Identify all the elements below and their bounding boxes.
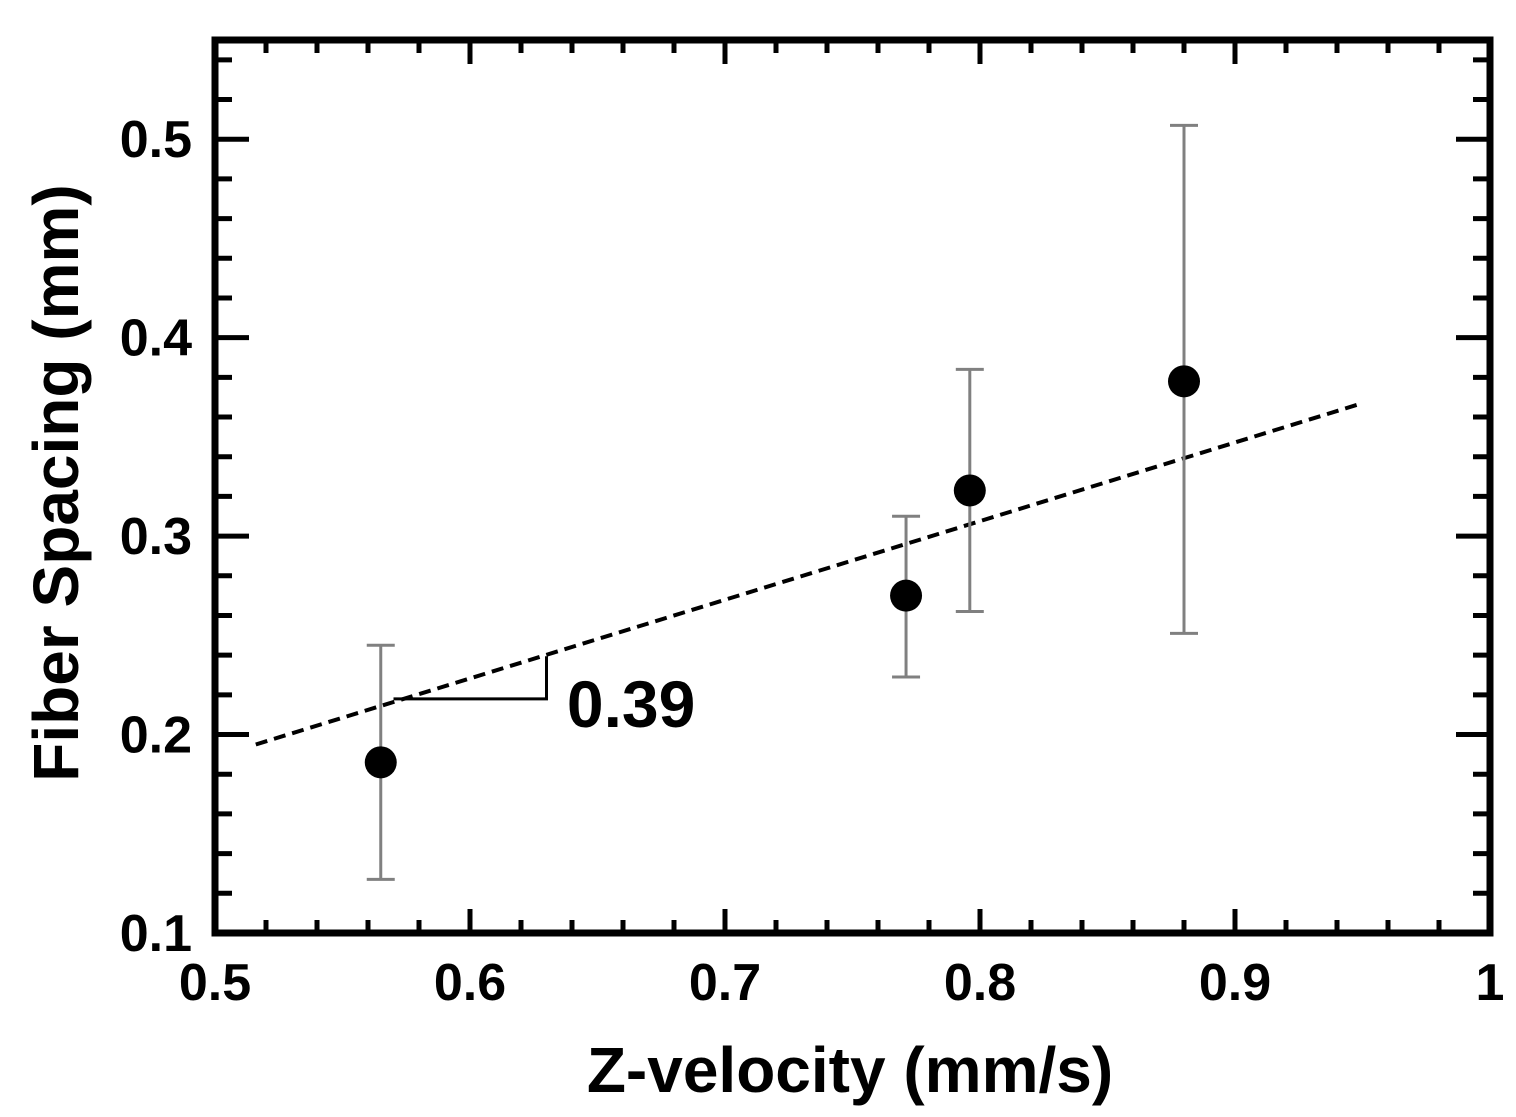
x-tick-label: 0.5	[179, 954, 251, 1012]
annotation-group: 0.39	[393, 656, 695, 741]
y-tick-label: 0.4	[120, 310, 192, 368]
data-point	[1168, 365, 1200, 398]
slope-label: 0.39	[567, 667, 695, 741]
y-axis-title: Fiber Spacing (mm)	[20, 184, 92, 781]
x-axis-title: Z-velocity (mm/s)	[587, 1034, 1113, 1106]
fit-line-group	[255, 401, 1364, 747]
x-tick-label: 0.9	[1199, 954, 1271, 1012]
x-tick-label: 1	[1476, 954, 1505, 1012]
plot-frame	[211, 36, 1494, 937]
x-tick-label: 0.7	[689, 954, 761, 1012]
slope-triangle	[393, 656, 548, 701]
data-point	[364, 746, 397, 779]
y-tick-label: 0.2	[120, 707, 192, 765]
y-tick-labels: 0.1 0.2 0.3 0.4 0.5	[120, 111, 192, 963]
fit-line	[255, 401, 1364, 747]
data-point	[890, 579, 923, 612]
error-bars	[366, 123, 1198, 881]
data-point	[953, 474, 986, 507]
y-tick-label: 0.3	[120, 508, 192, 566]
x-tick-labels: 0.5 0.6 0.7 0.8 0.9 1	[179, 954, 1505, 1012]
y-tick-label: 0.5	[120, 111, 192, 169]
x-tick-label: 0.8	[944, 954, 1016, 1012]
y-tick-label: 0.1	[120, 905, 192, 963]
axis-ticks	[212, 40, 1493, 936]
x-tick-label: 0.6	[434, 954, 506, 1012]
data-points	[364, 365, 1200, 779]
